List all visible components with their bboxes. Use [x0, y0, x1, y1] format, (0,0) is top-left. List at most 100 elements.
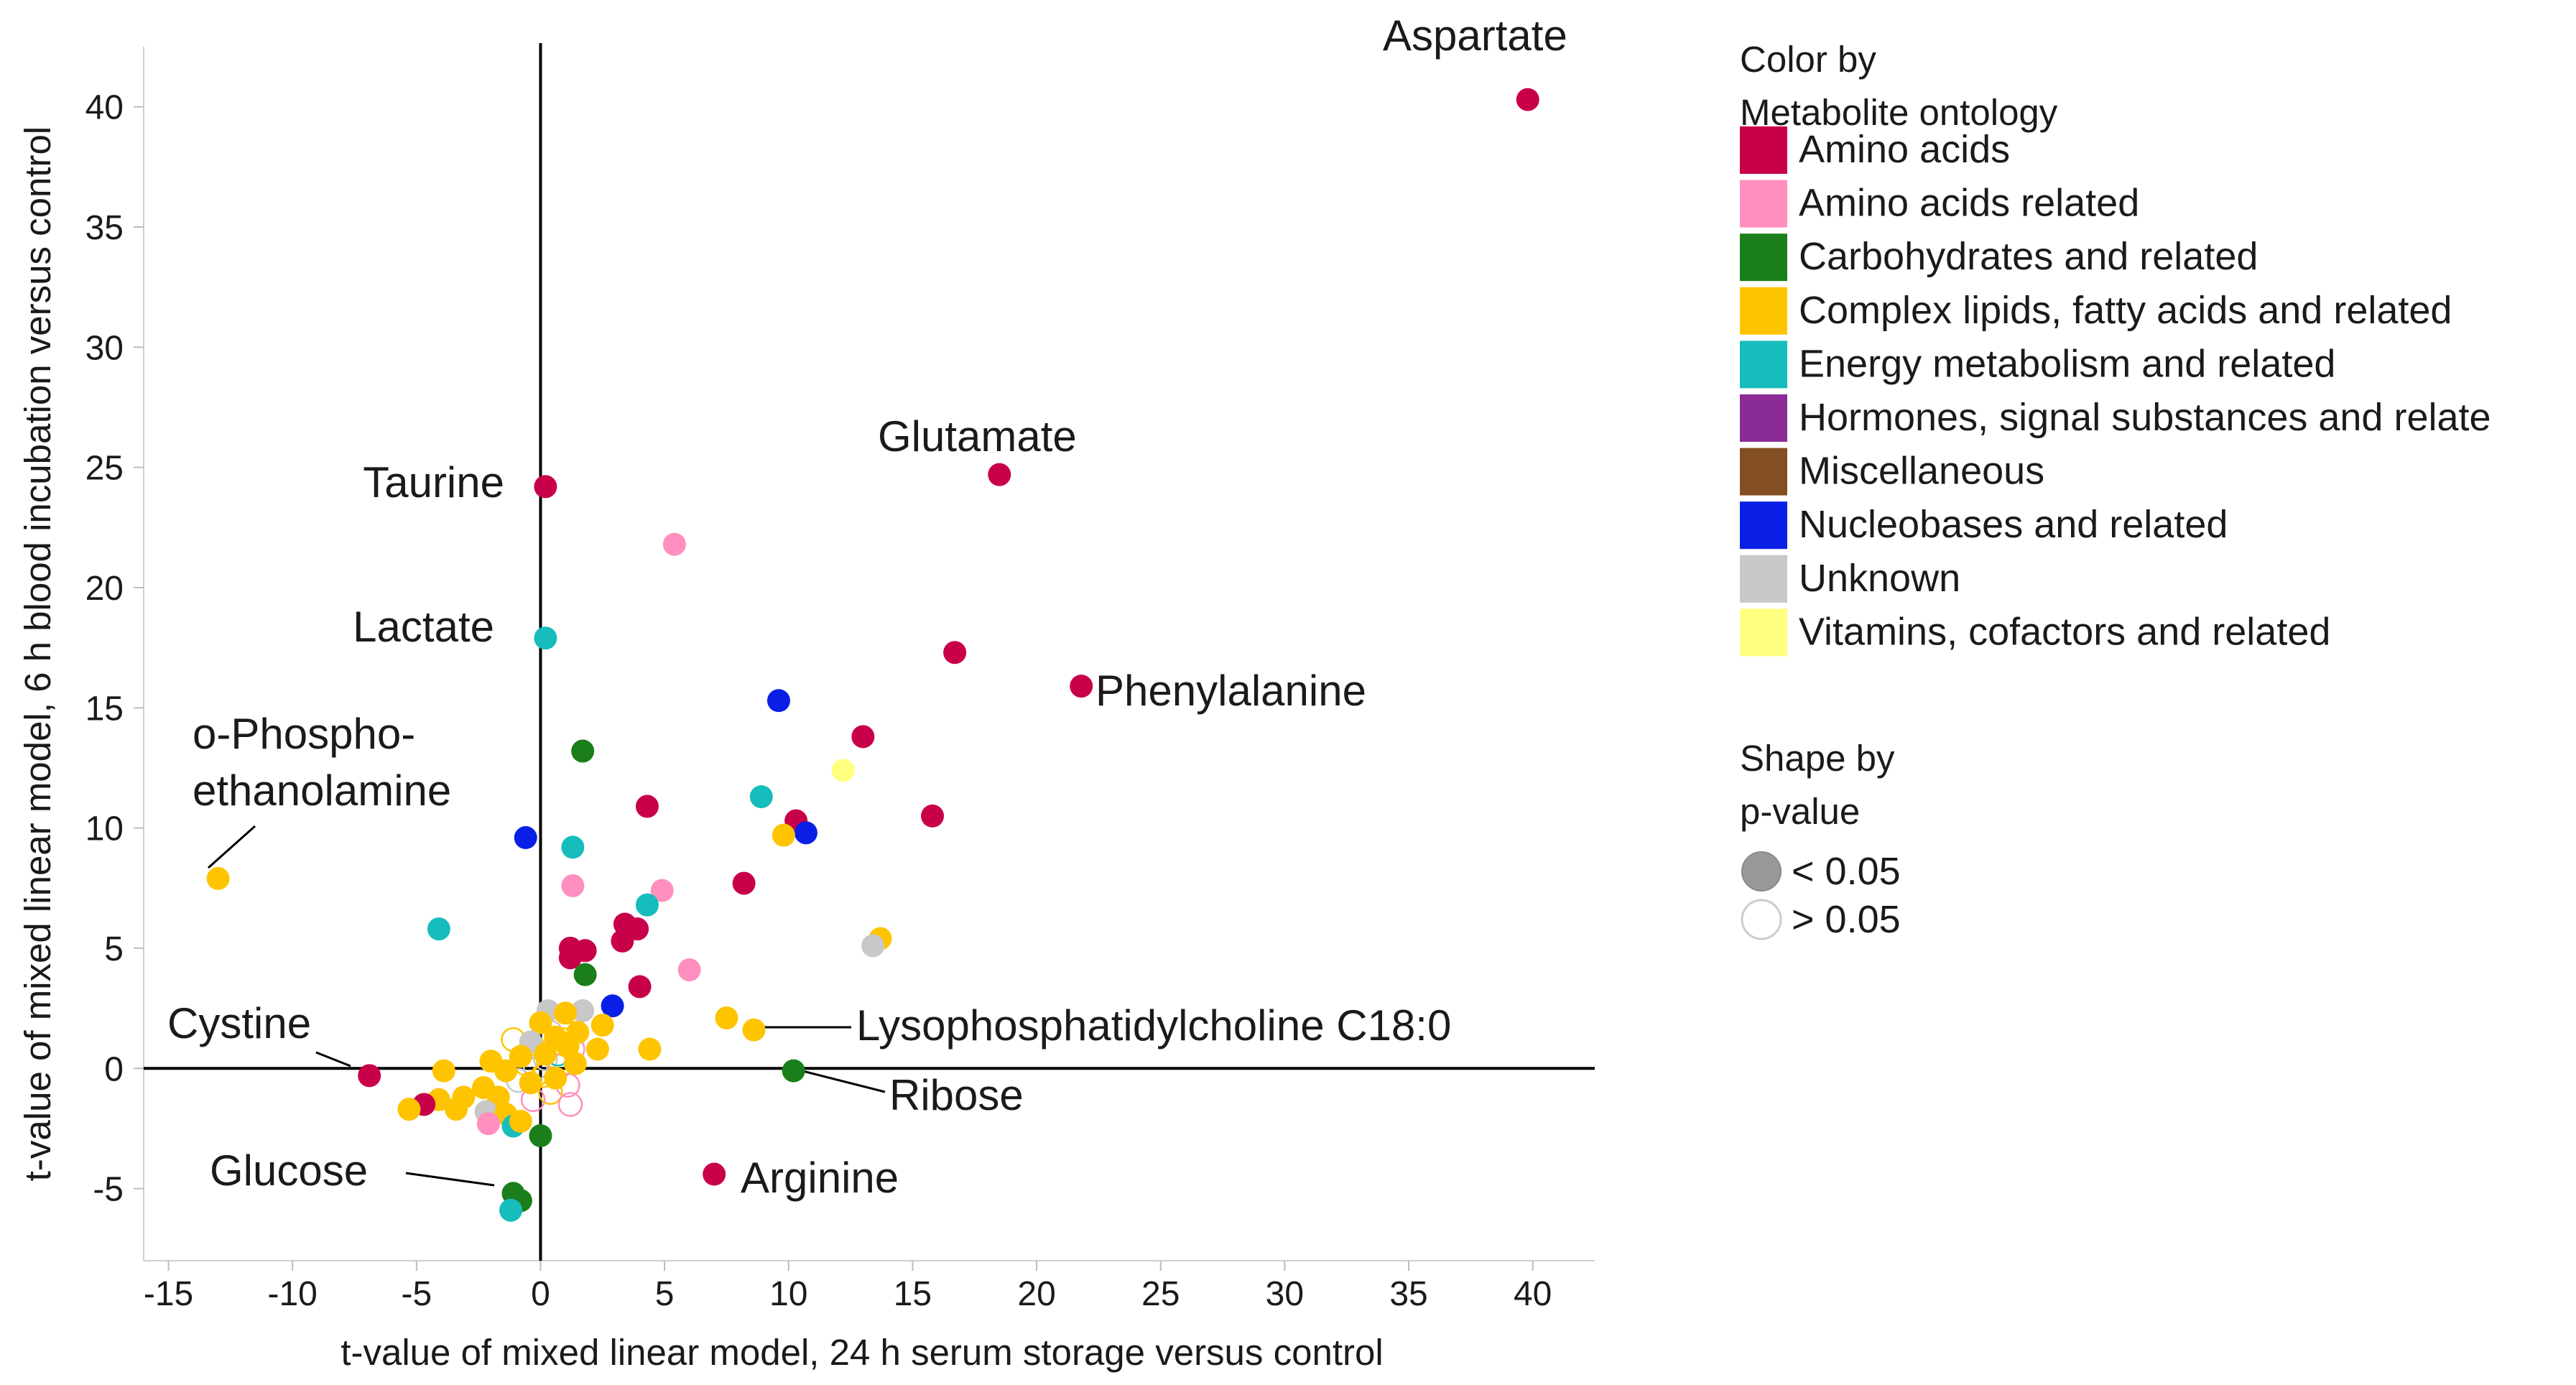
data-point: [571, 999, 595, 1022]
x-axis-title: t-value of mixed linear model, 24 h seru…: [340, 1332, 1383, 1373]
data-point: [635, 893, 659, 917]
label-taurine: Taurine: [363, 458, 504, 506]
legend-swatch-nuc: [1740, 501, 1787, 550]
x-tick-label: 30: [1266, 1275, 1304, 1313]
label-o-phospho-ethanolamine: o-Phospho-ethanolamine: [193, 710, 451, 815]
legend-swatch-carb: [1740, 233, 1787, 282]
x-tick-label: 0: [531, 1275, 550, 1313]
data-point: [427, 917, 450, 941]
data-point: [662, 532, 686, 556]
x-tick-label: 35: [1389, 1275, 1427, 1313]
point-lysophosphatidylcholine-c18-0: [742, 1018, 766, 1042]
connector-cystine: [315, 1051, 351, 1067]
y-tick-label: 15: [85, 690, 124, 728]
label-ribose: Ribose: [889, 1071, 1024, 1119]
data-point: [732, 871, 756, 895]
data-point: [943, 641, 967, 664]
data-point: [432, 1059, 455, 1083]
data-point: [766, 689, 790, 713]
legend-label-carb: Carbohydrates and related: [1799, 235, 2258, 278]
x-tick-label: -5: [401, 1275, 432, 1313]
data-point: [628, 975, 652, 999]
legend-label-lip: Complex lipids, fatty acids and related: [1799, 289, 2452, 332]
connector-o-phospho-ethanolamine: [208, 825, 256, 869]
label-lysophosphatidylcholine-c18-0: Lysophosphatidylcholine C18:0: [856, 1001, 1451, 1050]
shape-legend-title: p-value: [1740, 791, 1860, 832]
data-point: [554, 1001, 578, 1025]
legend-swatch-hor: [1740, 394, 1787, 442]
shape-legend: Shape by p-value < 0.05 > 0.05: [1740, 738, 1901, 941]
data-point: [831, 759, 855, 782]
data-point: [558, 946, 582, 970]
x-tick-label: 5: [655, 1275, 675, 1313]
data-point: [715, 1006, 738, 1029]
data-point: [494, 1059, 518, 1083]
legend-label-vit: Vitamins, cofactors and related: [1799, 610, 2330, 653]
point-lactate: [534, 626, 557, 650]
x-tick-label: 20: [1017, 1275, 1055, 1313]
legend-label-nuc: Nucleobases and related: [1799, 503, 2228, 546]
y-tick-label: 20: [85, 570, 124, 608]
legend-label-misc: Miscellaneous: [1799, 450, 2044, 493]
data-point: [851, 725, 875, 749]
data-point: [650, 879, 674, 902]
shape-legend-label: < 0.05: [1792, 850, 1901, 893]
data-point: [557, 1092, 583, 1117]
legend-label-en: Energy metabolism and related: [1799, 342, 2335, 385]
point-phenylalanine: [1070, 675, 1093, 698]
data-point: [529, 1011, 552, 1034]
point-annotations: Aspartate Glutamate Taurine Lactate Phenylal…: [167, 11, 1567, 1202]
x-axis-ticks: -15 -10 -5 0 5 10 15 20 25 30 35 40: [144, 1261, 1552, 1313]
label-arginine: Arginine: [741, 1154, 899, 1202]
point-cystine: [358, 1064, 381, 1088]
y-tick-label: 10: [85, 810, 124, 848]
y-tick-label: 35: [85, 209, 124, 247]
data-point: [514, 826, 537, 850]
data-points: [206, 88, 1539, 1222]
point-aspartate: [1516, 88, 1539, 111]
point-ribose: [782, 1059, 805, 1083]
data-point: [544, 1066, 567, 1090]
data-point: [561, 874, 585, 897]
label-lactate: Lactate: [353, 603, 494, 651]
color-legend-title: Metabolite ontology: [1740, 92, 2058, 133]
data-point: [397, 1098, 421, 1121]
y-tick-label: 30: [85, 329, 124, 367]
data-point: [611, 929, 634, 953]
shape-legend-title: Shape by: [1740, 738, 1895, 779]
color-legend-title: Color by: [1740, 39, 1876, 80]
legend-label-hor: Hormones, signal substances and relate: [1799, 396, 2491, 439]
legend-label-aa: Amino acids: [1799, 128, 2010, 171]
legend-swatch-unk: [1740, 555, 1787, 603]
label-aspartate: Aspartate: [1383, 11, 1567, 60]
data-point: [509, 1109, 532, 1133]
x-tick-label: -10: [267, 1275, 317, 1313]
legend-open-circle: [1741, 899, 1782, 940]
data-point: [635, 795, 659, 818]
legend-swatch-en: [1740, 341, 1787, 389]
data-point: [638, 1037, 662, 1061]
plot-frame: [143, 47, 1595, 1261]
y-axis-title: t-value of mixed linear model, 6 h blood…: [17, 126, 58, 1181]
legend-swatch-aar: [1740, 180, 1787, 228]
point-glutamate: [988, 463, 1011, 486]
x-tick-label: 25: [1141, 1275, 1180, 1313]
data-point: [601, 994, 624, 1018]
shape-legend-label: > 0.05: [1792, 898, 1901, 941]
y-tick-label: 5: [104, 930, 124, 968]
data-point: [519, 1071, 542, 1095]
point-arginine: [703, 1162, 726, 1186]
y-tick-label: 25: [85, 450, 124, 488]
data-point: [529, 1124, 552, 1147]
y-tick-label: 40: [85, 89, 124, 127]
y-axis-ticks: -5 0 5 10 15 20 25 30 35 40: [85, 89, 144, 1209]
x-tick-label: 15: [894, 1275, 932, 1313]
x-tick-label: 10: [769, 1275, 807, 1313]
data-point: [749, 785, 773, 809]
label-glucose: Glucose: [210, 1147, 368, 1195]
data-point: [585, 1037, 609, 1061]
label-glutamate: Glutamate: [878, 412, 1077, 460]
data-point: [794, 821, 817, 845]
